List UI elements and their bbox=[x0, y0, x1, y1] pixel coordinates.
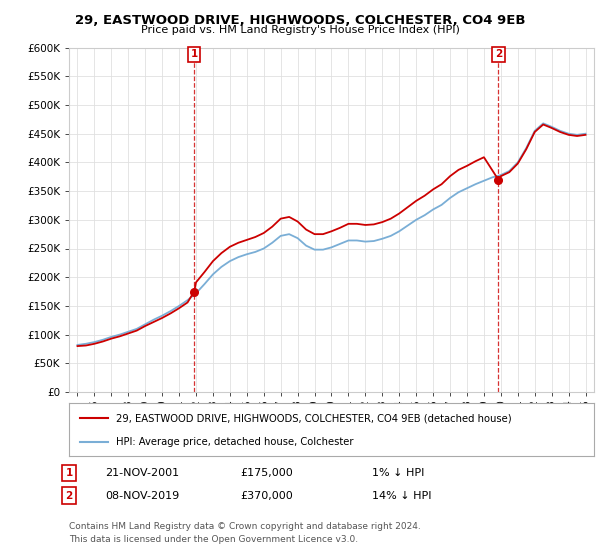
Text: Contains HM Land Registry data © Crown copyright and database right 2024.: Contains HM Land Registry data © Crown c… bbox=[69, 522, 421, 531]
Text: 1: 1 bbox=[65, 468, 73, 478]
Text: £370,000: £370,000 bbox=[240, 491, 293, 501]
Text: 1% ↓ HPI: 1% ↓ HPI bbox=[372, 468, 424, 478]
Text: This data is licensed under the Open Government Licence v3.0.: This data is licensed under the Open Gov… bbox=[69, 535, 358, 544]
Text: 29, EASTWOOD DRIVE, HIGHWOODS, COLCHESTER, CO4 9EB (detached house): 29, EASTWOOD DRIVE, HIGHWOODS, COLCHESTE… bbox=[116, 413, 512, 423]
Text: 1: 1 bbox=[191, 49, 198, 59]
Text: 2: 2 bbox=[494, 49, 502, 59]
Text: 14% ↓ HPI: 14% ↓ HPI bbox=[372, 491, 431, 501]
Text: 29, EASTWOOD DRIVE, HIGHWOODS, COLCHESTER, CO4 9EB: 29, EASTWOOD DRIVE, HIGHWOODS, COLCHESTE… bbox=[75, 14, 525, 27]
Text: Price paid vs. HM Land Registry's House Price Index (HPI): Price paid vs. HM Land Registry's House … bbox=[140, 25, 460, 35]
Text: HPI: Average price, detached house, Colchester: HPI: Average price, detached house, Colc… bbox=[116, 436, 354, 446]
Text: £175,000: £175,000 bbox=[240, 468, 293, 478]
Text: 08-NOV-2019: 08-NOV-2019 bbox=[105, 491, 179, 501]
Text: 21-NOV-2001: 21-NOV-2001 bbox=[105, 468, 179, 478]
Text: 2: 2 bbox=[65, 491, 73, 501]
